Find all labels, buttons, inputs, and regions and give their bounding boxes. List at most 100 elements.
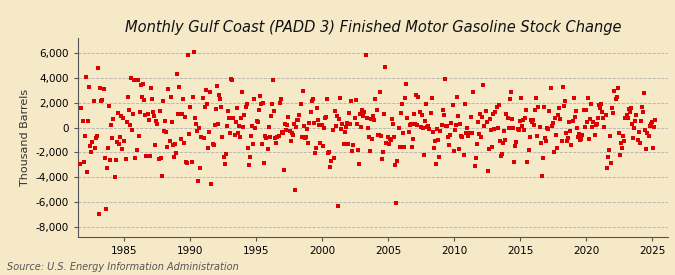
Point <box>472 119 483 124</box>
Point <box>535 141 546 145</box>
Point <box>640 128 651 133</box>
Point <box>483 147 494 152</box>
Point <box>612 86 623 90</box>
Point <box>575 138 586 142</box>
Point <box>513 128 524 132</box>
Point <box>169 142 180 146</box>
Point <box>80 75 91 79</box>
Point <box>609 89 620 94</box>
Point <box>92 65 103 70</box>
Point <box>136 95 147 99</box>
Point <box>512 126 523 131</box>
Point <box>308 121 319 125</box>
Point <box>537 174 547 178</box>
Point <box>86 150 97 154</box>
Point <box>617 146 628 150</box>
Point <box>464 131 475 135</box>
Point <box>643 133 654 138</box>
Point <box>554 106 565 110</box>
Point <box>193 179 204 183</box>
Point <box>292 118 302 122</box>
Point <box>253 108 264 112</box>
Point <box>187 95 198 99</box>
Point <box>576 136 587 141</box>
Point <box>411 92 422 97</box>
Point <box>340 130 350 134</box>
Point <box>364 148 375 153</box>
Point <box>630 119 641 123</box>
Point <box>558 85 568 89</box>
Point <box>247 124 258 128</box>
Point <box>298 89 308 93</box>
Point <box>127 128 138 133</box>
Point <box>504 126 514 131</box>
Point <box>251 119 262 123</box>
Point <box>480 109 491 113</box>
Point <box>632 138 643 142</box>
Point <box>553 112 564 117</box>
Point <box>283 115 294 119</box>
Point <box>597 110 608 115</box>
Point <box>647 145 658 150</box>
Point <box>516 123 527 128</box>
Point <box>312 106 323 111</box>
Point <box>603 148 614 153</box>
Point <box>455 122 466 126</box>
Point <box>373 132 384 137</box>
Point <box>481 120 492 124</box>
Point <box>591 122 602 127</box>
Point <box>239 112 250 117</box>
Point <box>444 142 455 147</box>
Point <box>547 121 558 125</box>
Point <box>304 121 315 125</box>
Point <box>176 137 186 141</box>
Point <box>352 122 362 127</box>
Point <box>269 109 279 114</box>
Point <box>624 110 635 114</box>
Point <box>279 122 290 126</box>
Point <box>633 130 644 134</box>
Point <box>539 105 549 110</box>
Point <box>206 182 217 186</box>
Point <box>227 78 238 82</box>
Point <box>259 161 269 165</box>
Point <box>427 130 438 134</box>
Point <box>415 125 426 130</box>
Point <box>197 95 208 100</box>
Point <box>336 127 347 131</box>
Point <box>400 96 410 100</box>
Point <box>145 86 156 91</box>
Point <box>80 133 90 138</box>
Point <box>501 111 512 116</box>
Point <box>122 120 132 124</box>
Point <box>200 88 211 93</box>
Point <box>265 114 276 119</box>
Point <box>159 128 169 133</box>
Point <box>526 120 537 124</box>
Point <box>136 83 146 87</box>
Point <box>132 78 143 82</box>
Point <box>277 130 288 135</box>
Point <box>300 134 311 139</box>
Point <box>138 82 148 86</box>
Point <box>190 116 200 120</box>
Point <box>525 117 536 122</box>
Point <box>375 134 386 138</box>
Point <box>113 111 124 115</box>
Point <box>165 95 176 99</box>
Point <box>241 102 252 106</box>
Point <box>113 142 124 146</box>
Point <box>144 154 155 158</box>
Point <box>324 150 335 154</box>
Point <box>128 112 138 117</box>
Point <box>621 112 632 117</box>
Point <box>485 117 495 122</box>
Point <box>417 126 428 130</box>
Point <box>437 108 448 112</box>
Point <box>181 160 192 164</box>
Point <box>408 112 419 117</box>
Point <box>441 124 452 129</box>
Point <box>645 122 656 126</box>
Point <box>142 112 153 116</box>
Point <box>338 142 349 146</box>
